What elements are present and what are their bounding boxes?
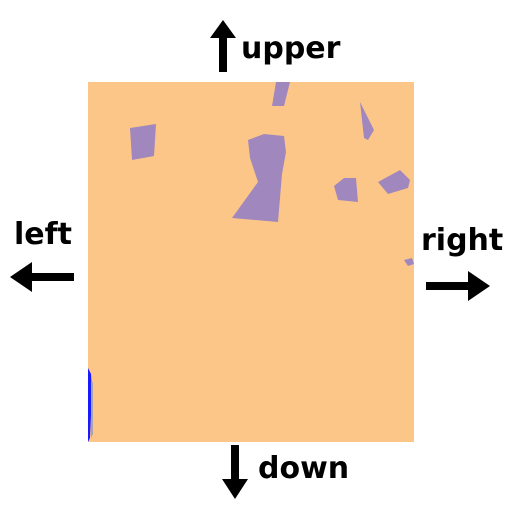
building-footprint (404, 258, 414, 266)
building-footprint (130, 124, 156, 160)
direction-label-upper[interactable]: upper (241, 31, 341, 66)
building-footprint (232, 134, 286, 222)
arrow-up-icon[interactable] (210, 20, 236, 72)
direction-label-down[interactable]: down (258, 451, 350, 486)
building-footprint (272, 82, 290, 106)
map-view[interactable] (88, 82, 414, 442)
road-edge (91, 382, 93, 438)
arrow-right-icon[interactable] (426, 271, 490, 301)
direction-label-left[interactable]: left (14, 217, 73, 252)
building-footprint (378, 170, 410, 194)
arrow-left-icon[interactable] (10, 262, 74, 292)
arrow-down-icon[interactable] (222, 445, 248, 499)
direction-label-right[interactable]: right (421, 223, 504, 258)
map-features (88, 82, 414, 442)
building-footprint (360, 102, 374, 140)
building-footprint (334, 178, 358, 202)
